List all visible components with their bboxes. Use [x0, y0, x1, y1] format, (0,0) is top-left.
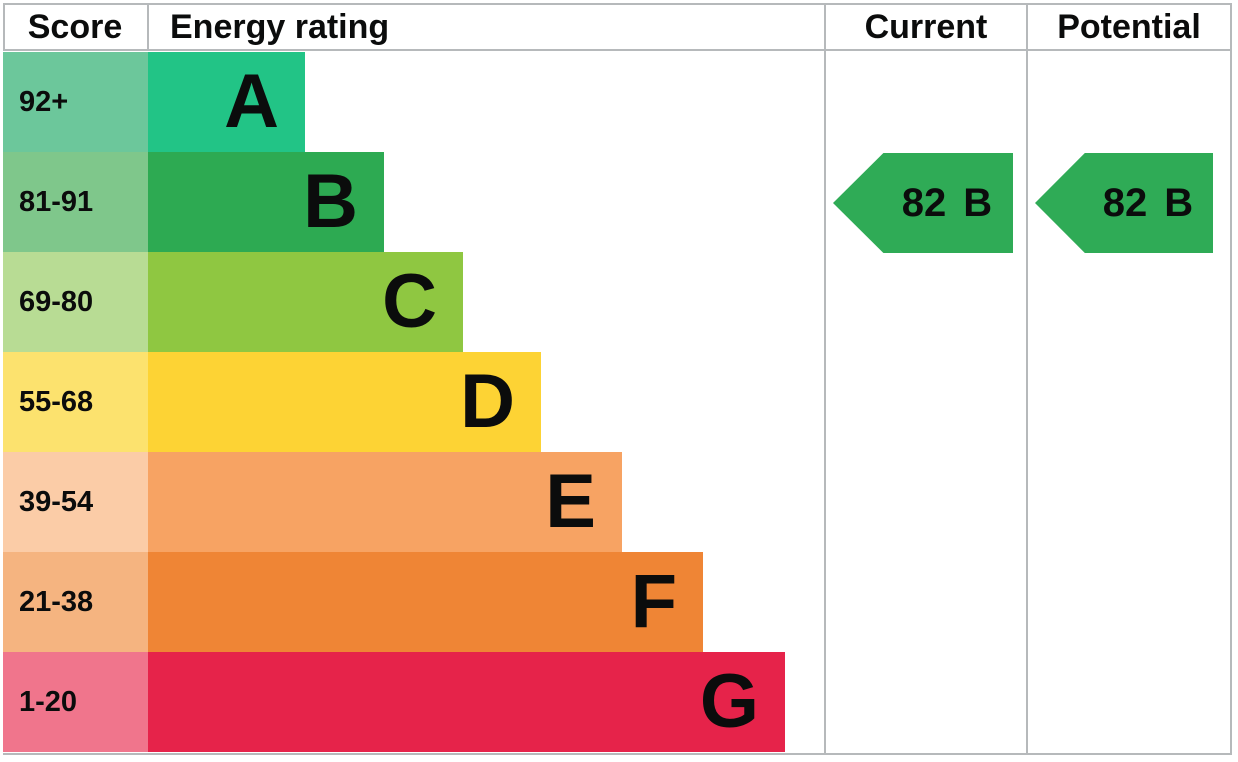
band-bar-d: D	[148, 352, 541, 452]
header-underline	[3, 49, 1232, 51]
current-rating-score: 82	[901, 180, 947, 225]
score-range-label: 69-80	[19, 285, 94, 318]
band-row-d: 55-68 D	[3, 352, 1203, 452]
header-energy-rating: Energy rating	[170, 5, 820, 49]
top-border-line	[3, 3, 1232, 5]
band-row-c: 69-80 C	[3, 252, 1203, 352]
potential-rating-band: B	[1164, 180, 1194, 225]
score-range-cell-d: 55-68	[3, 352, 148, 452]
score-range-label: 39-54	[19, 485, 94, 518]
header-score: Score	[3, 5, 147, 49]
score-range-label: 92+	[19, 85, 69, 118]
band-letter-b: B	[303, 159, 358, 244]
band-bar-f: F	[148, 552, 703, 652]
band-bar-a: A	[148, 52, 305, 152]
band-letter-c: C	[382, 259, 437, 344]
band-letter-e: E	[545, 459, 596, 544]
band-bar-c: C	[148, 252, 463, 352]
header-energy-rating-label: Energy rating	[170, 7, 390, 46]
score-range-cell-b: 81-91	[3, 152, 148, 252]
bottom-border-line	[3, 753, 1232, 755]
score-column-divider	[147, 3, 149, 51]
band-letter-g: G	[699, 659, 759, 744]
band-letter-f: F	[630, 559, 677, 644]
header-current-label: Current	[864, 7, 988, 46]
right-border-line	[1230, 3, 1232, 755]
band-letter-d: D	[460, 359, 515, 444]
score-range-label: 21-38	[19, 585, 94, 618]
score-range-label: 81-91	[19, 185, 94, 218]
band-row-e: 39-54 E	[3, 452, 1203, 552]
band-row-a: 92+ A	[3, 52, 1203, 152]
header-left-border	[3, 3, 5, 51]
current-column-divider	[824, 3, 826, 755]
band-row-g: 1-20 G	[3, 652, 1203, 752]
band-bar-e: E	[148, 452, 622, 552]
score-range-label: 55-68	[19, 385, 94, 418]
band-row-b: 81-91 B	[3, 152, 1203, 252]
band-bar-b: B	[148, 152, 384, 252]
header-current: Current	[826, 5, 1026, 49]
band-rows: 92+ A 81-91 B 69-80 C 55-68	[3, 52, 1203, 752]
band-letter-a: A	[224, 59, 279, 144]
header-score-label: Score	[27, 7, 123, 46]
potential-column-divider	[1026, 3, 1028, 755]
score-range-cell-f: 21-38	[3, 552, 148, 652]
score-range-cell-a: 92+	[3, 52, 148, 152]
header-potential: Potential	[1028, 5, 1230, 49]
band-bar-g: G	[148, 652, 785, 752]
score-range-cell-e: 39-54	[3, 452, 148, 552]
score-range-cell-c: 69-80	[3, 252, 148, 352]
header-potential-label: Potential	[1057, 7, 1201, 46]
current-rating-band: B	[963, 180, 993, 225]
score-range-label: 1-20	[19, 685, 78, 718]
potential-rating-score: 82	[1102, 180, 1148, 225]
score-range-cell-g: 1-20	[3, 652, 148, 752]
band-row-f: 21-38 F	[3, 552, 1203, 652]
